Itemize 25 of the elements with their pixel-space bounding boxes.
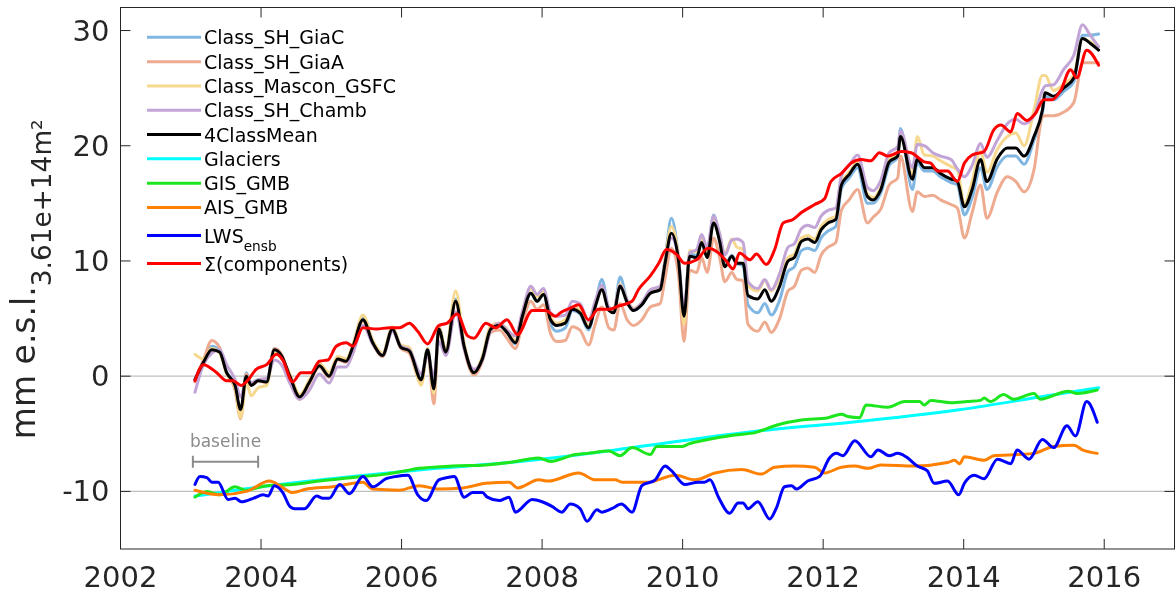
line-series bbox=[193, 400, 1099, 523]
y-tick-label: 10 bbox=[72, 243, 110, 278]
legend-label: Σ(components) bbox=[204, 252, 349, 275]
y-tick-label: 20 bbox=[72, 128, 110, 163]
x-tick-label: 2008 bbox=[505, 560, 580, 594]
legend-label: GIS_GMB bbox=[204, 172, 291, 196]
legend-label: Class_Mascon_GSFC bbox=[204, 74, 397, 98]
y-tick-label: 0 bbox=[91, 359, 110, 394]
x-tick-label: 2014 bbox=[926, 560, 1001, 594]
x-tick-label: 2010 bbox=[645, 560, 720, 594]
legend-label: Class_SH_GiaC bbox=[204, 26, 345, 50]
legend-label: AIS_GMB bbox=[204, 196, 289, 220]
legend-label: Class_SH_GiaA bbox=[204, 50, 344, 74]
legend-label: Class_SH_Chamb bbox=[204, 99, 367, 123]
legend-label: Glaciers bbox=[204, 147, 281, 170]
x-tick-label: 2012 bbox=[786, 560, 861, 594]
annotation: baseline bbox=[189, 430, 262, 451]
x-tick-label: 2002 bbox=[83, 560, 158, 594]
legend-label: 4ClassMean bbox=[204, 123, 318, 146]
y-tick-label: -10 bbox=[62, 474, 110, 509]
x-tick-label: 2016 bbox=[1067, 560, 1142, 594]
x-tick-label: 2004 bbox=[224, 560, 298, 594]
y-tick-label: 30 bbox=[72, 13, 110, 48]
legend-label: LWS$_{ensb}$ bbox=[204, 224, 277, 254]
x-tick-label: 2006 bbox=[364, 560, 439, 594]
